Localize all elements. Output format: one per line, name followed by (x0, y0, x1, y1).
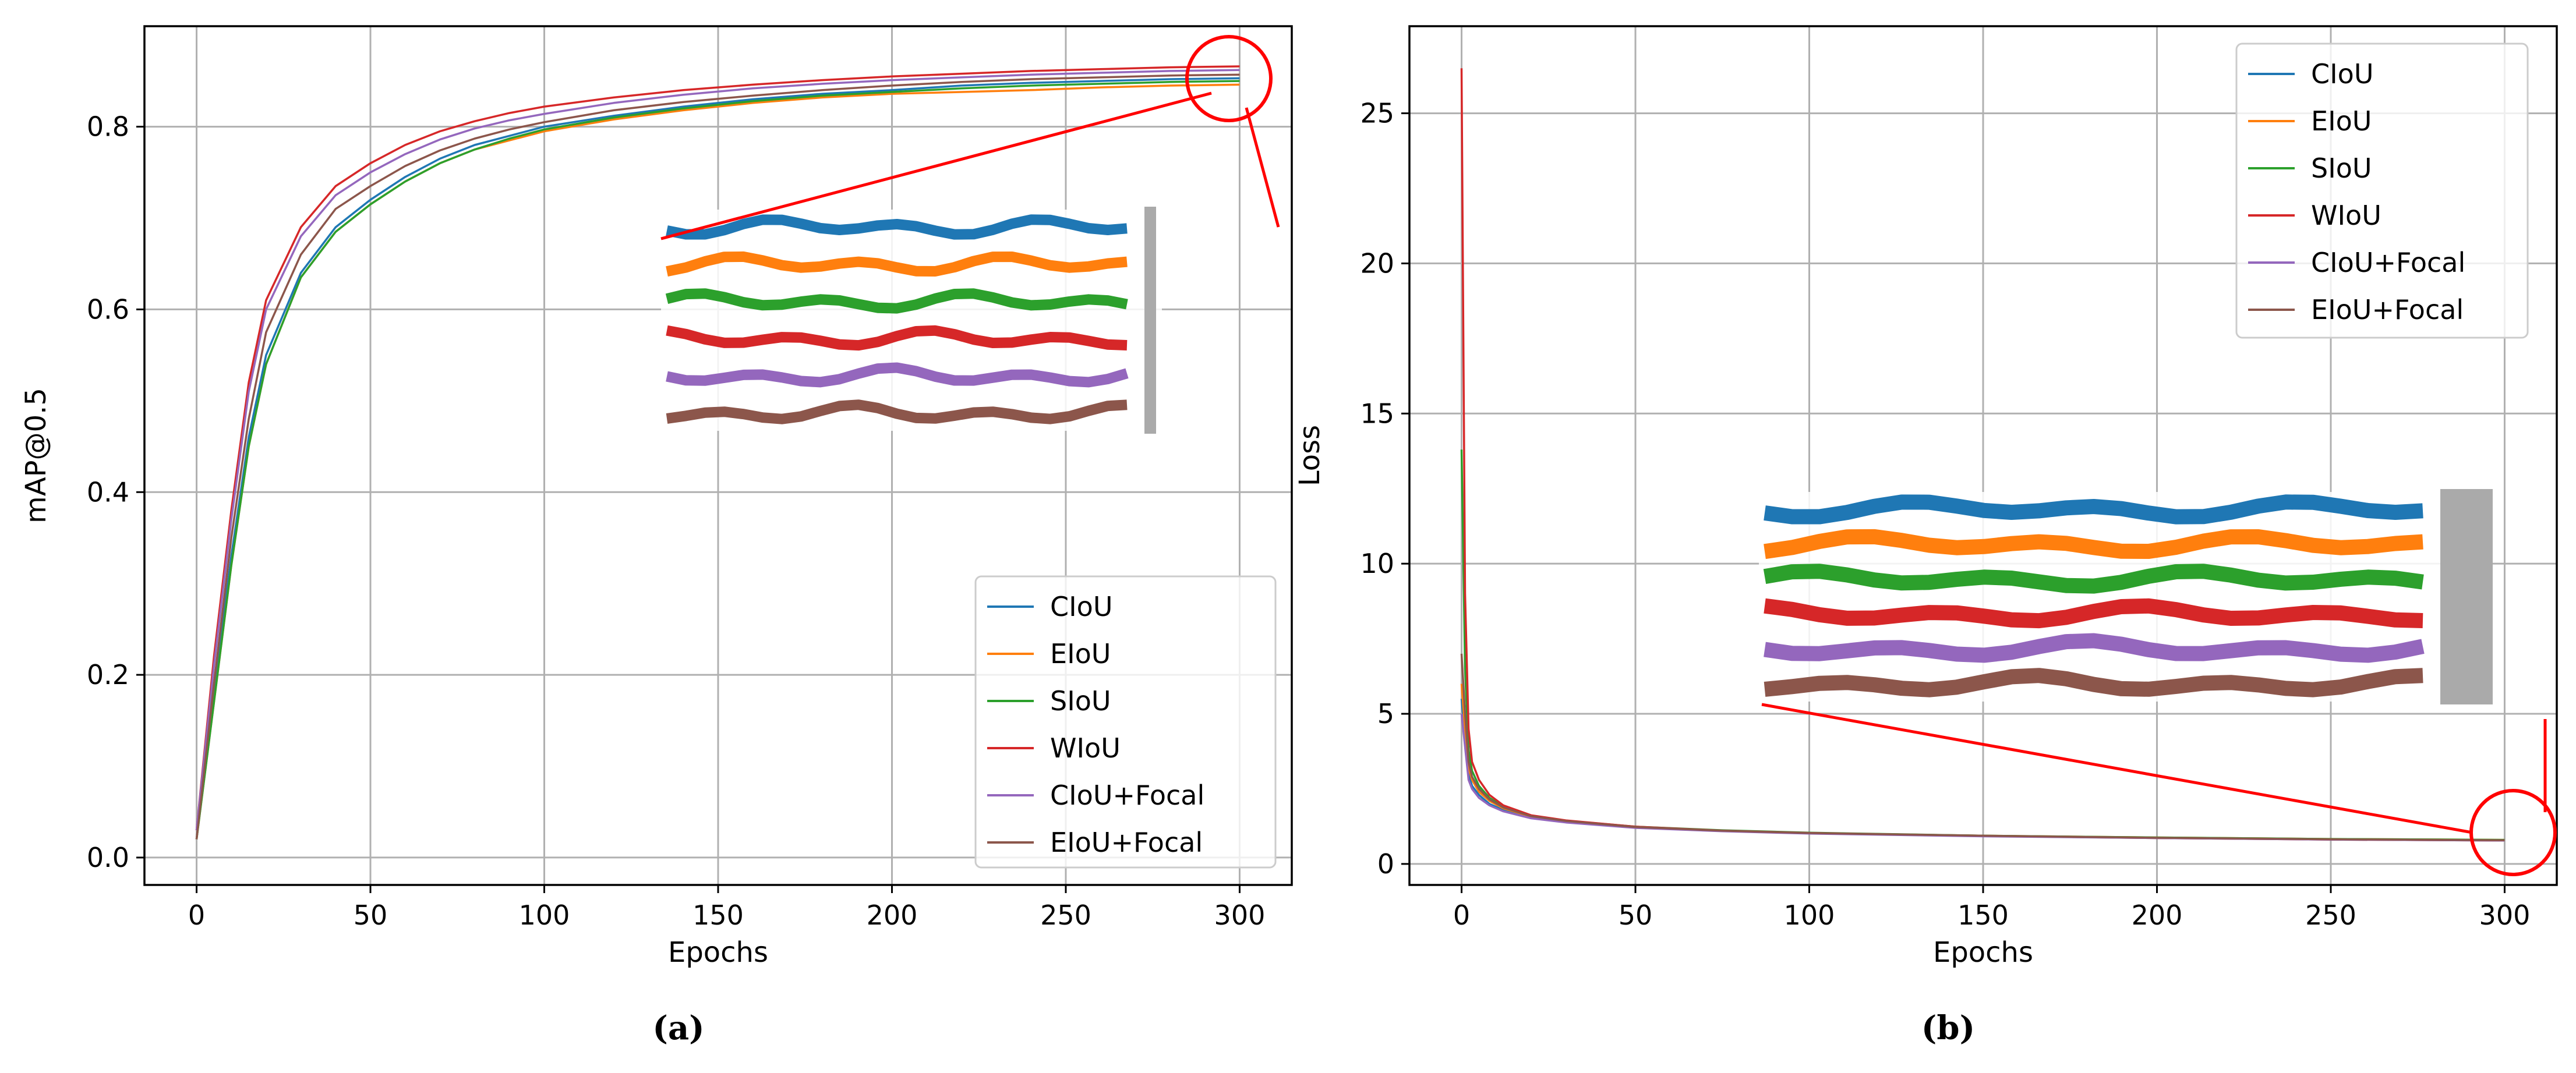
series-line-eiou-focal (1460, 653, 2505, 841)
zoom-circle-marker (1185, 35, 1273, 122)
legend-label: CIoU (1050, 591, 1113, 622)
y-tick-label: 0 (1377, 848, 1394, 880)
series-lines (1460, 68, 2505, 842)
x-tick-label: 0 (1453, 900, 1470, 931)
zoom-series-siou (1763, 564, 2424, 594)
x-tick-label: 200 (2132, 900, 2183, 931)
legend-label: EIoU+Focal (1050, 827, 1203, 858)
x-tick-label: 200 (867, 900, 918, 931)
y-axis-label: Loss (1294, 425, 1326, 486)
zoom-series-eiou (666, 251, 1128, 277)
panel-caption: (a) (652, 1009, 704, 1047)
series-line-wiou (195, 65, 1240, 831)
legend-label: SIoU (1050, 685, 1111, 717)
x-tick-label: 250 (2305, 900, 2356, 931)
zoom-scale-bar (2440, 489, 2493, 704)
series-line-eiou-focal (195, 73, 1240, 840)
zoom-series-eiou-focal (1764, 668, 2423, 697)
y-tick-label: 0.8 (87, 111, 129, 143)
zoom-inset-background (1759, 492, 2458, 702)
zoom-series-ciou-focal (1764, 633, 2425, 663)
series-line-siou (195, 80, 1240, 840)
x-tick-label: 150 (692, 900, 744, 931)
y-tick-label: 0.2 (87, 659, 129, 690)
zoom-series-ciou (1764, 494, 2423, 525)
legend: CIoU EIoU SIoU WIoU CIoU+Focal EIoU+Focal (974, 575, 1277, 869)
zoom-series-ciou-focal (666, 362, 1129, 388)
panel-a: 0 50 100 150 200 250 300 0.0 0.2 0.4 0.6 0.8 Epochs m… (20, 25, 1293, 1047)
y-tick-label: 5 (1377, 698, 1394, 730)
zoom-series-eiou (1764, 529, 2423, 559)
zoom-scale-bar (1144, 207, 1156, 434)
zoom-series-wiou (666, 325, 1128, 351)
zoom-inset-background (661, 210, 1162, 431)
x-axis-label: Epochs (1933, 936, 2033, 969)
y-tick-label: 25 (1360, 98, 1394, 129)
zoom-inset (661, 207, 1162, 434)
series-line-ciou-focal (195, 69, 1240, 831)
y-tick-label: 15 (1360, 398, 1394, 429)
axes-frame (143, 25, 1293, 886)
legend-box (974, 575, 1277, 869)
zoom-inset (1759, 489, 2493, 704)
y-tick-label: 20 (1360, 247, 1394, 279)
legend-label: WIoU (1050, 732, 1121, 764)
x-tick-label: 50 (354, 900, 388, 931)
zoom-series-siou (665, 288, 1128, 314)
y-tick-label: 0.0 (87, 842, 129, 873)
legend-box (2235, 43, 2529, 339)
legend-label: CIoU (2311, 58, 2374, 90)
y-tick-label: 0.6 (87, 293, 129, 325)
y-tick-label: 0.4 (87, 476, 129, 508)
legend-label: EIoU (1050, 638, 1111, 670)
zoom-connector-line (660, 91, 1212, 240)
axes-frame (1408, 25, 2558, 886)
x-tick-label: 50 (1619, 900, 1653, 931)
legend-label: SIoU (2311, 153, 2372, 184)
y-axis-label: mAP@0.5 (20, 388, 52, 523)
legend-label: CIoU+Focal (1050, 780, 1204, 811)
zoom-series-wiou (1764, 598, 2423, 629)
series-line-ciou (195, 77, 1240, 840)
x-axis-label: Epochs (668, 936, 768, 969)
x-tick-label: 100 (519, 900, 570, 931)
legend-label: EIoU+Focal (2311, 294, 2464, 325)
legend: CIoU EIoU SIoU WIoU CIoU+Focal EIoU+Focal (2235, 43, 2529, 339)
x-tick-label: 300 (1214, 900, 1266, 931)
legend-label: EIoU (2311, 105, 2372, 137)
x-tick-label: 250 (1040, 900, 1091, 931)
x-tick-label: 150 (1957, 900, 2009, 931)
zoom-series-ciou (666, 214, 1128, 240)
zoom-connector-line (1245, 107, 1280, 228)
x-tick-label: 100 (1784, 900, 1835, 931)
x-tick-label: 0 (188, 900, 205, 931)
legend-label: CIoU+Focal (2311, 247, 2465, 278)
zoom-series-eiou-focal (666, 399, 1128, 424)
zoom-connector-line (1761, 703, 2473, 834)
x-tick-label: 300 (2479, 900, 2531, 931)
legend-label: WIoU (2311, 200, 2381, 231)
y-tick-label: 10 (1360, 548, 1394, 579)
panel-b: 0 50 100 150 200 250 300 0 5 10 15 20 25 Epochs Loss CI… (1294, 25, 2558, 1047)
panel-caption: (b) (1921, 1009, 1975, 1047)
series-lines (195, 65, 1240, 840)
